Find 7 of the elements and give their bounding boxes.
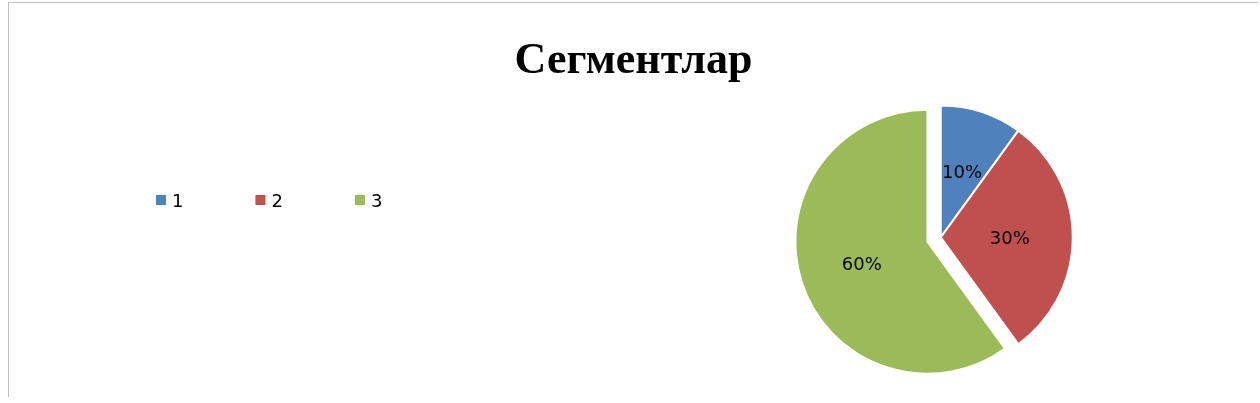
legend-label: 3: [370, 189, 383, 211]
legend-label: 1: [172, 189, 184, 211]
chart-title: Сегментлар: [514, 33, 753, 83]
data-label: 10%: [942, 161, 983, 183]
data-label: 60%: [841, 252, 882, 274]
data-label: 30%: [989, 226, 1030, 248]
legend-label: 2: [271, 189, 283, 211]
